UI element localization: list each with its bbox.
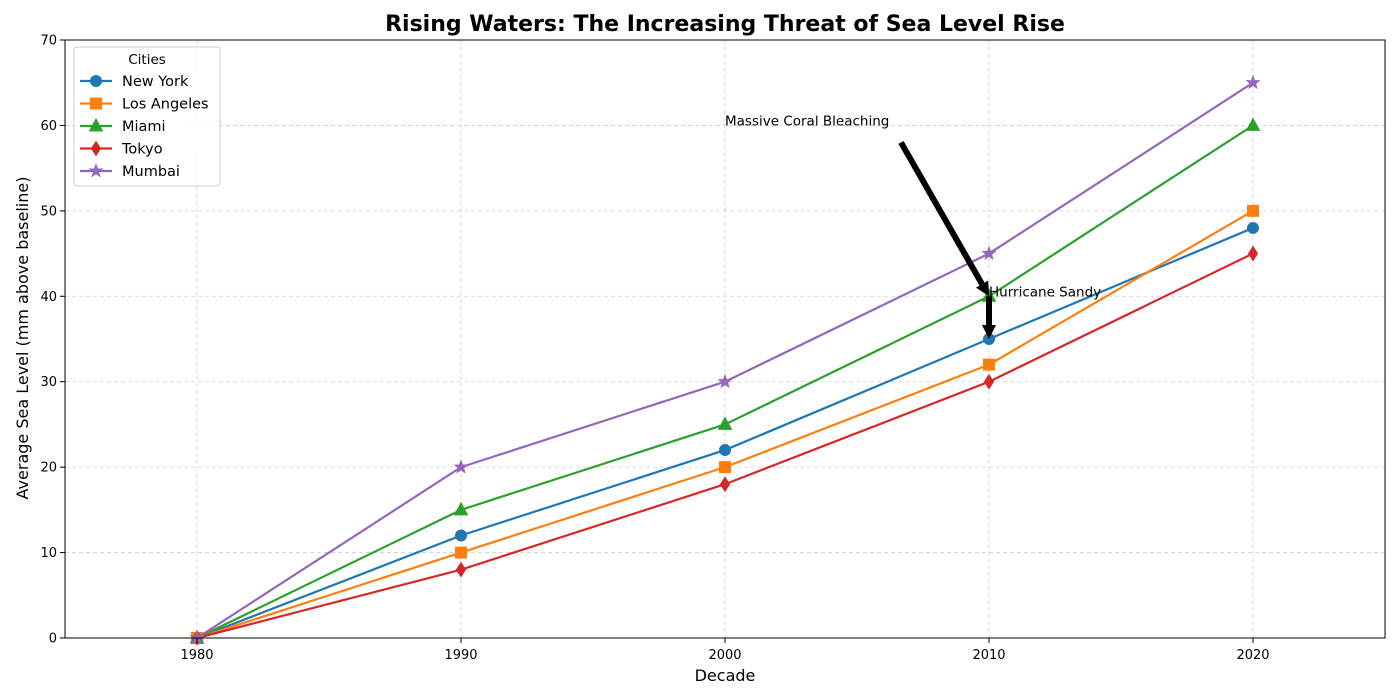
data-point-miami	[717, 416, 733, 430]
annotation-arrow-head	[975, 280, 989, 297]
data-point-tokyo	[455, 561, 467, 578]
data-point-mumbai	[453, 459, 469, 474]
annotations: Hurricane Sandy Massive Coral Bleaching	[725, 113, 1101, 339]
legend-label-mumbai: Mumbai	[122, 164, 180, 180]
y-tick-label: 70	[40, 34, 57, 49]
data-point-los-angeles	[983, 358, 995, 371]
data-point-los-angeles	[455, 546, 467, 559]
data-point-miami	[1245, 117, 1261, 131]
y-tick-label: 0	[49, 632, 57, 647]
annotation-arrow-shaft	[898, 140, 985, 286]
legend-label-tokyo: Tokyo	[121, 142, 163, 158]
legend-item-tokyo: Tokyo	[80, 140, 163, 158]
chart-title: Rising Waters: The Increasing Threat of …	[385, 12, 1065, 37]
data-point-mumbai	[981, 245, 997, 261]
series-los-angeles	[191, 204, 1259, 644]
axis-ticks: 1980 1990 2000 2010 2020 0 10 20 30 40 50 60 70	[40, 34, 1269, 664]
legend-label-new-york: New York	[122, 74, 189, 90]
annotation-text: Hurricane Sandy	[989, 284, 1101, 300]
legend-label-miami: Miami	[122, 119, 166, 135]
x-tick-label: 2020	[1236, 648, 1269, 663]
y-tick-label: 20	[40, 461, 57, 476]
legend-marker-tokyo	[90, 140, 102, 157]
data-point-miami	[453, 501, 469, 516]
x-tick-label: 1990	[444, 648, 477, 663]
x-axis-title: Decade	[695, 666, 756, 685]
data-point-los-angeles	[1247, 204, 1259, 217]
series-layer	[189, 74, 1261, 646]
data-point-new-york	[719, 444, 731, 457]
legend-marker-new-york	[90, 75, 102, 87]
y-tick-label: 10	[40, 546, 57, 561]
y-tick-label: 30	[40, 375, 57, 390]
x-tick-label: 2000	[708, 648, 741, 663]
data-point-tokyo	[1247, 245, 1259, 262]
y-tick-label: 40	[40, 290, 57, 305]
data-point-mumbai	[1245, 74, 1261, 90]
y-tick-label: 50	[40, 204, 57, 219]
y-axis-title: Average Sea Level (mm above baseline)	[13, 177, 32, 500]
series-mumbai	[189, 74, 1261, 645]
annotation-massive-coral-bleaching: Massive Coral Bleaching	[725, 113, 989, 297]
legend-marker-miami	[88, 117, 104, 132]
x-tick-label: 1980	[180, 648, 213, 663]
legend-label-los-angeles: Los Angeles	[122, 97, 209, 113]
data-point-mumbai	[717, 373, 733, 389]
legend-item-new-york: New York	[80, 74, 189, 90]
legend-item-los-angeles: Los Angeles	[80, 97, 209, 113]
annotation-text: Massive Coral Bleaching	[725, 113, 889, 129]
x-tick-label: 2010	[972, 648, 1005, 663]
annotation-arrow-head	[982, 325, 996, 339]
legend-title: Cities	[128, 52, 166, 68]
series-tokyo	[191, 245, 1259, 646]
annotation-hurricane-sandy: Hurricane Sandy	[982, 284, 1101, 339]
legend-item-mumbai: Mumbai	[80, 163, 180, 180]
data-point-tokyo	[983, 373, 995, 390]
data-point-new-york	[455, 529, 467, 542]
data-point-los-angeles	[719, 461, 731, 474]
legend-marker-los-angeles	[90, 97, 102, 110]
data-point-tokyo	[719, 476, 731, 493]
data-point-new-york	[1247, 221, 1259, 234]
legend-marker-mumbai	[88, 163, 104, 178]
y-tick-label: 60	[40, 119, 57, 134]
legend: Cities New York Los Angeles Miami Tokyo Mumba…	[73, 46, 221, 187]
legend-item-miami: Miami	[80, 117, 166, 135]
